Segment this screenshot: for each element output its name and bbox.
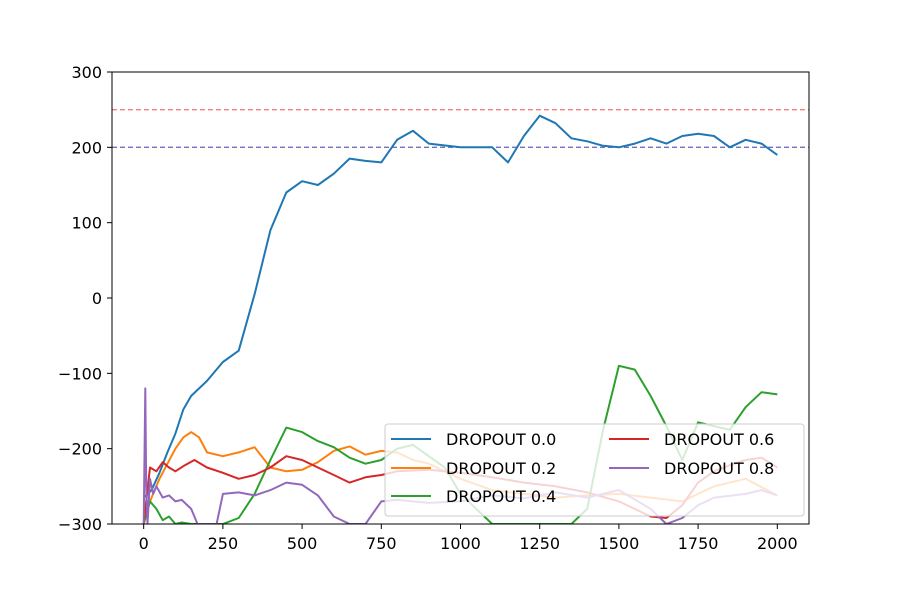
legend-item-dropout-0-6: DROPOUT 0.6: [609, 430, 774, 449]
reference-lines: [112, 109, 809, 148]
legend-label: DROPOUT 0.8: [664, 459, 774, 478]
y-tick-label: 200: [71, 138, 102, 157]
y-tick-label: 100: [71, 214, 102, 233]
legend: DROPOUT 0.0 DROPOUT 0.2 DROPOUT 0.4 DROP…: [384, 423, 805, 517]
series-line-0: [143, 114, 778, 499]
x-tick-label: 1000: [440, 534, 481, 553]
legend-item-dropout-0-8: DROPOUT 0.8: [609, 459, 774, 478]
x-tick-label: 500: [287, 534, 318, 553]
x-tick-label: 1750: [678, 534, 719, 553]
y-tick-label: −300: [58, 515, 102, 534]
legend-item-dropout-0-0: DROPOUT 0.0: [391, 430, 556, 449]
y-tick-label: −200: [58, 440, 102, 459]
y-tick-label: −100: [58, 364, 102, 383]
y-tick-label: 300: [71, 63, 102, 82]
x-tick-label: 250: [208, 534, 239, 553]
y-axis: −300 −200 −100 0 100 200 300: [58, 63, 112, 534]
legend-item-dropout-0-2: DROPOUT 0.2: [391, 459, 556, 478]
legend-item-dropout-0-4: DROPOUT 0.4: [391, 487, 556, 506]
x-tick-label: 0: [139, 534, 149, 553]
legend-label: DROPOUT 0.6: [664, 430, 774, 449]
x-tick-label: 2000: [757, 534, 798, 553]
legend-label: DROPOUT 0.4: [446, 487, 556, 506]
x-tick-label: 750: [366, 534, 397, 553]
legend-box: [384, 423, 805, 517]
x-tick-label: 1500: [599, 534, 640, 553]
y-tick-label: 0: [92, 289, 102, 308]
legend-label: DROPOUT 0.0: [446, 430, 556, 449]
x-axis: 0 250 500 750 1000 1250 1500 1750 2000: [139, 524, 798, 553]
x-tick-label: 1250: [519, 534, 560, 553]
legend-label: DROPOUT 0.2: [446, 459, 556, 478]
